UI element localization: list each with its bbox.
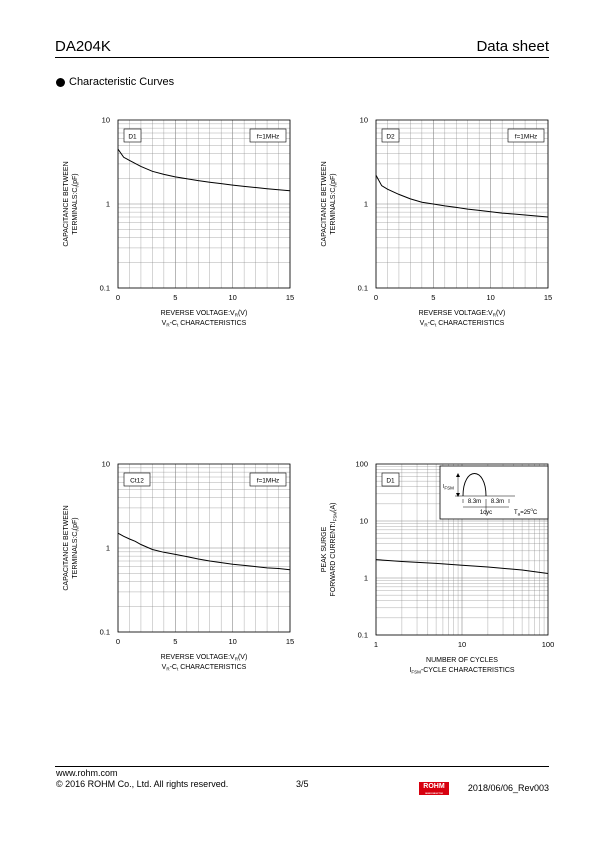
- panel-label-box: [123, 128, 142, 143]
- chart-caption: VR-Ct CHARACTERISTICS: [420, 320, 505, 328]
- inset-ta-label: Ta=25oC: [514, 507, 538, 517]
- chart-caption: VR-Ct CHARACTERISTICS: [162, 664, 247, 672]
- y-tick-label: 1: [364, 200, 368, 209]
- condition-box: [507, 128, 545, 143]
- chart-caption: IFSM-CYCLE CHARACTERISTICS: [409, 667, 515, 675]
- inset-ifsm-label: IFSM: [443, 484, 454, 491]
- series-line: [375, 174, 549, 218]
- y-tick-label: 0.1: [358, 284, 368, 293]
- inset-t1: 8.3m: [468, 499, 481, 505]
- x-tick-label: 5: [173, 293, 177, 302]
- rohm-logo: ROHM SEMICONDUCTOR: [419, 782, 449, 795]
- series-line: [375, 559, 549, 574]
- footer-copyright: © 2016 ROHM Co., Ltd. All rights reserve…: [56, 779, 229, 789]
- y-tick-label: 0.1: [100, 284, 110, 293]
- y-tick-label: 0.1: [100, 628, 110, 637]
- part-number: DA204K: [55, 38, 111, 55]
- condition-box: [249, 472, 287, 487]
- x-tick-label: 1: [374, 640, 378, 649]
- footer-divider: [55, 766, 549, 767]
- x-tick-label: 15: [286, 293, 294, 302]
- x-tick-label: 10: [458, 640, 466, 649]
- panel-label: D1: [386, 478, 395, 485]
- y-axis-label: CAPACITANCE BETWEEN: [321, 161, 328, 246]
- panel-label-box: [381, 472, 400, 487]
- inset-pulse: [462, 473, 487, 497]
- plot-frame: [375, 463, 549, 636]
- y-axis-label: PEAK SURGE: [321, 526, 328, 572]
- y-tick-label: 0.1: [358, 631, 368, 640]
- y-axis-label: TERMINALS:Ct(pF): [72, 517, 80, 578]
- x-tick-label: 15: [286, 637, 294, 646]
- x-axis-label: REVERSE VOLTAGE:VR(V): [419, 310, 506, 318]
- y-tick-label: 10: [102, 460, 110, 469]
- x-tick-label: 5: [173, 637, 177, 646]
- x-tick-label: 0: [374, 293, 378, 302]
- y-tick-label: 10: [360, 517, 368, 526]
- x-tick-label: 100: [542, 640, 555, 649]
- y-axis-label: TERMINALS:Ct(pF): [72, 173, 80, 234]
- bullet-icon: [56, 77, 65, 87]
- x-tick-label: 10: [228, 637, 236, 646]
- x-axis-label: REVERSE VOLTAGE:VR(V): [161, 654, 248, 662]
- y-tick-label: 1: [106, 544, 110, 553]
- x-axis-label: NUMBER OF CYCLES: [426, 657, 498, 664]
- plot-frame: [117, 119, 291, 289]
- panel-label-box: [123, 472, 151, 487]
- header-divider: [55, 57, 549, 58]
- condition-label: f=1MHz: [515, 134, 538, 141]
- y-axis-label: CAPACITANCE BETWEEN: [63, 161, 70, 246]
- x-axis-label: REVERSE VOLTAGE:VR(V): [161, 310, 248, 318]
- section-title: Characteristic Curves: [69, 76, 175, 88]
- plot-frame: [117, 463, 291, 633]
- panel-label: Ct12: [130, 478, 144, 485]
- x-tick-label: 0: [116, 293, 120, 302]
- revision-date: 2018/06/06_Rev003: [467, 783, 549, 793]
- y-axis-label: CAPACITANCE BETWEEN: [63, 505, 70, 590]
- condition-box: [249, 128, 287, 143]
- inset-cycle-label: 1cyc: [480, 510, 492, 516]
- x-tick-label: 10: [228, 293, 236, 302]
- x-tick-label: 0: [116, 637, 120, 646]
- page-number: 3/5: [296, 779, 309, 789]
- panel-label: D1: [128, 134, 137, 141]
- x-tick-label: 10: [486, 293, 494, 302]
- series-line: [117, 148, 291, 192]
- panel-label-box: [381, 128, 400, 143]
- y-tick-label: 100: [355, 460, 368, 469]
- section-heading: Characteristic Curves: [56, 76, 174, 88]
- doc-type: Data sheet: [476, 38, 549, 55]
- y-axis-label: FORWARD CURRENT:IFSM(A): [330, 503, 338, 597]
- footer-url[interactable]: www.rohm.com: [56, 768, 118, 778]
- x-tick-label: 15: [544, 293, 552, 302]
- y-axis-label: TERMINALS:Ct(pF): [330, 173, 338, 234]
- y-tick-label: 1: [106, 200, 110, 209]
- y-tick-label: 1: [364, 574, 368, 583]
- series-line: [117, 532, 291, 571]
- condition-label: f=1MHz: [257, 478, 280, 485]
- plot-frame: [375, 119, 549, 289]
- y-tick-label: 10: [102, 116, 110, 125]
- inset-t2: 8.3m: [491, 499, 504, 505]
- x-tick-label: 5: [431, 293, 435, 302]
- condition-label: f=1MHz: [257, 134, 280, 141]
- panel-label: D2: [386, 134, 395, 141]
- chart-caption: VR-Ct CHARACTERISTICS: [162, 320, 247, 328]
- y-tick-label: 10: [360, 116, 368, 125]
